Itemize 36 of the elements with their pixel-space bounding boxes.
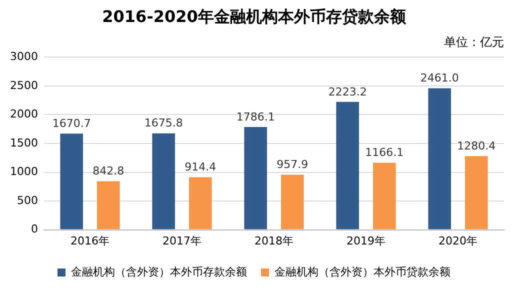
y-tick-label: 0 (30, 222, 38, 236)
data-label: 842.8 (92, 164, 124, 178)
text: 单位：亿元 (444, 35, 504, 50)
bar (152, 133, 176, 230)
data-label: 1786.1 (236, 110, 275, 124)
y-tick-label: 2000 (10, 108, 38, 121)
bar (188, 177, 212, 230)
bar (372, 162, 396, 230)
y-tick-label: 1000 (10, 165, 38, 178)
bar (96, 181, 120, 230)
data-label: 1675.8 (144, 116, 183, 130)
x-tick-label: 2018年 (254, 234, 294, 248)
data-label: 1166.1 (365, 146, 404, 160)
bar (464, 156, 488, 230)
x-tick-label: 2017年 (162, 234, 202, 248)
bar (244, 127, 268, 230)
bar (336, 102, 360, 230)
x-tick-label: 2019年 (346, 234, 386, 248)
data-label: 2223.2 (328, 85, 367, 98)
data-label: 1670.7 (52, 117, 91, 130)
y-tick-label: 500 (16, 194, 38, 207)
y-tick-label: 1500 (10, 136, 38, 150)
data-label: 2461.0 (420, 72, 459, 85)
legend-label: 金融机构（含外资）本外币贷款余额 (274, 265, 450, 278)
data-label: 914.4 (184, 160, 216, 174)
bar (60, 134, 84, 230)
x-tick-label: 2016年 (70, 234, 110, 248)
bar (280, 174, 304, 230)
chart-title: 2016-2020年金融机构本外币存贷款余额 (102, 6, 407, 26)
data-label: 957.9 (276, 158, 308, 172)
x-tick-label: 2020年 (438, 234, 478, 248)
legend-label: 金融机构（含外资）本外币存款余额 (71, 265, 247, 278)
data-label: 1280.4 (457, 139, 496, 152)
y-tick-label: 3000 (10, 50, 38, 64)
bar (428, 88, 452, 230)
y-tick-label: 2500 (10, 78, 38, 92)
